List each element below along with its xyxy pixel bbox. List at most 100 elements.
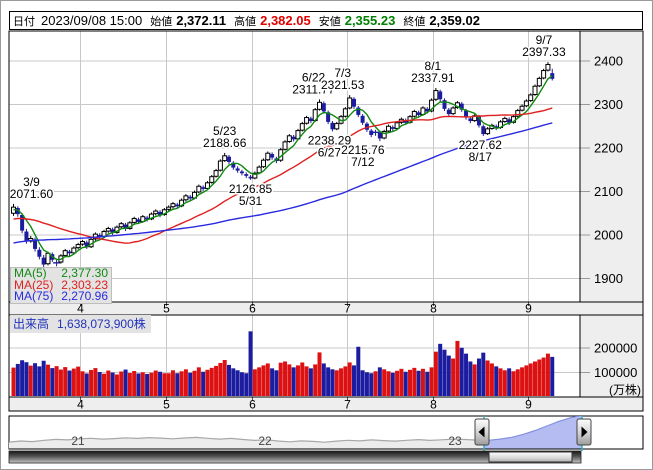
volume-bar	[102, 373, 107, 396]
volume-bar	[395, 370, 400, 396]
volume-bar	[412, 367, 417, 396]
candle-body	[227, 156, 231, 162]
month-label-top: 8	[430, 302, 437, 316]
month-label-top: 5	[163, 302, 170, 316]
price-axis-label: 2000	[594, 228, 623, 243]
annotation-value: 2126.85	[229, 182, 273, 196]
nav-year-label: 21	[71, 434, 85, 448]
candle-body	[541, 70, 547, 79]
price-axis-strip	[579, 30, 644, 303]
volume-bar	[399, 368, 404, 396]
annotation-date: 6/27	[318, 145, 342, 159]
volume-bar	[321, 363, 326, 396]
candle-body	[24, 231, 29, 242]
volume-bar	[541, 357, 546, 396]
candle-body	[188, 196, 193, 199]
nav-left-handle[interactable]	[474, 418, 490, 446]
candle-body	[291, 136, 296, 140]
scrollbar-thumb[interactable]	[488, 451, 573, 463]
volume-bar	[429, 367, 434, 396]
candle-body	[528, 94, 534, 102]
volume-bar	[248, 331, 253, 396]
volume-bar	[442, 349, 447, 396]
candle-body	[166, 206, 172, 210]
volume-bar	[550, 356, 555, 396]
volume-bar	[502, 370, 507, 396]
candle-body	[136, 219, 141, 222]
volume-bar	[274, 370, 279, 396]
low-value: 2,355.23	[344, 13, 396, 28]
date-value: 2023/09/08 15:00	[41, 13, 143, 28]
volume-bar	[218, 362, 223, 396]
candle-body	[425, 108, 430, 112]
volume-bar	[231, 368, 236, 396]
candle-body	[33, 239, 38, 249]
volume-bar	[472, 364, 477, 396]
annotation-value: 2215.76	[341, 143, 385, 157]
candle-body	[209, 176, 215, 183]
ma5-line	[13, 75, 553, 261]
volume-bar	[545, 353, 550, 396]
candle-body	[360, 115, 365, 123]
annotation-value: 2321.53	[321, 78, 365, 92]
candle-body	[356, 107, 361, 115]
candle-body	[158, 211, 163, 215]
volume-bar	[295, 365, 300, 396]
candle-body	[145, 217, 150, 220]
candle-body	[390, 127, 395, 129]
volume-bar	[41, 360, 46, 396]
volume-bar	[84, 373, 89, 396]
price-pane[interactable]	[9, 31, 580, 302]
volume-bar	[528, 363, 533, 396]
annotation-date: 5/23	[213, 124, 237, 138]
volume-bar	[494, 366, 499, 396]
date-label: 日付	[13, 15, 35, 28]
volume-bar	[300, 362, 305, 396]
scrollbar[interactable]	[8, 450, 582, 464]
volume-bar	[58, 369, 63, 396]
candle-body	[183, 195, 189, 201]
volume-bar	[347, 362, 352, 396]
candle-body	[507, 119, 512, 123]
volume-bar	[28, 365, 33, 396]
volume-bar	[37, 366, 42, 396]
volume-bar	[239, 372, 244, 396]
ma25-legend-row: MA(25) 2,303.23	[11, 279, 111, 292]
volume-bar	[127, 372, 132, 396]
open-label: 始値	[150, 15, 173, 28]
candle-body	[442, 100, 447, 109]
annotation-value: 2071.60	[10, 187, 54, 201]
annotation-value: 2227.62	[459, 138, 503, 152]
volume-bar	[520, 367, 525, 396]
candle-body	[351, 98, 356, 107]
candle-body	[299, 123, 305, 131]
volume-header: 出来高 1,638,073,900株	[10, 315, 151, 333]
volume-bar	[386, 371, 391, 396]
volume-bar	[308, 368, 313, 396]
volume-bar	[15, 363, 20, 396]
candle-body	[515, 110, 521, 117]
high-label: 高値	[234, 15, 257, 28]
scrollbar-track[interactable]	[8, 450, 582, 464]
nav-right-handle[interactable]	[576, 418, 592, 446]
candle-body	[222, 155, 228, 162]
month-label-bottom: 5	[163, 398, 170, 412]
annotation-date: 6/22	[302, 70, 326, 84]
nav-area-gray	[9, 437, 484, 449]
annotation-value: 2238.29	[308, 133, 352, 147]
candle-body	[170, 203, 176, 208]
candle-body	[15, 208, 20, 215]
volume-bar	[403, 371, 408, 396]
volume-bar	[416, 370, 421, 396]
volume-bar	[408, 369, 413, 396]
candle-body	[364, 123, 369, 130]
volume-bar	[214, 365, 219, 396]
volume-bar	[244, 373, 249, 396]
candle-body	[153, 210, 159, 215]
candle-body	[239, 171, 244, 174]
volume-bar	[515, 369, 520, 396]
navigator[interactable]: 21 22 23	[8, 415, 644, 452]
candle-body	[416, 112, 421, 115]
